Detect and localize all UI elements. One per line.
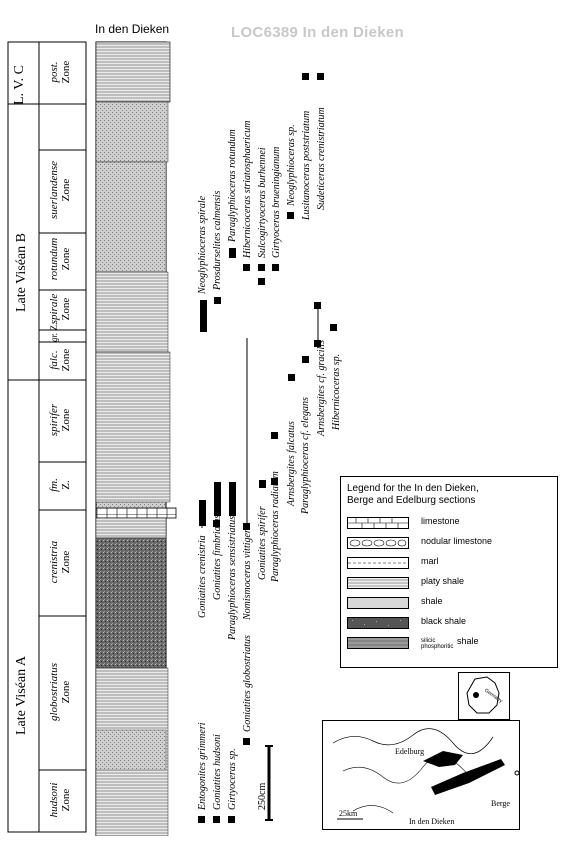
taxon-label: Sudeticeras crenistriatum: [316, 107, 327, 210]
taxon-label: Goniatites crenistria: [197, 535, 208, 618]
regional-map: Edelburg Berge In den Dieken 25km: [322, 720, 520, 830]
map-scale-label: 25km: [339, 809, 358, 818]
range-bar-sensistriatus: [229, 482, 236, 516]
taxon-label: Goniatites fimbriatus: [212, 514, 223, 600]
germany-outline: [466, 676, 500, 714]
legend-title: Legend for the In den Dieken, Berge and E…: [347, 483, 479, 506]
marker-brueningianum: [272, 264, 279, 271]
marker-globostriatus: [243, 738, 250, 745]
nodular-limestone-swatch: [347, 537, 409, 549]
taxon-label: Sulcogirtyoceras burhennei: [257, 147, 268, 258]
taxon-label: Prosdurselites calmensis: [212, 190, 223, 290]
marker-calmensis: [214, 297, 221, 304]
map-label-berge: Berge: [491, 799, 510, 808]
map-drawing: [332, 728, 520, 820]
marker-poststriatum: [302, 73, 309, 80]
taxon-label: Girtyoceras sp.: [227, 748, 238, 810]
taxon-label: Hibernicoceras striatosphaericum: [242, 120, 253, 259]
marker-radiatum-base: [271, 432, 278, 439]
marker-neoglyph-sp: [287, 212, 294, 219]
marker-vittiger: [243, 523, 250, 530]
shale-swatch: [347, 597, 409, 609]
taxon-label: Nomismoceras vittiger: [242, 529, 253, 620]
range-bar-fimbriatus: [214, 482, 221, 516]
range-bar-spirifer: [259, 480, 266, 488]
locality-title: LOC6389 In den Dieken: [231, 24, 405, 41]
taxon-label: Neoglyphioceras spirale: [197, 195, 208, 294]
scale-bar: [265, 745, 273, 821]
taxon-label: Girtyoceras brueningianum: [271, 146, 282, 258]
taxon-label: Arnsbergites cf. gracilis: [316, 339, 327, 436]
marker-radiatum: [271, 478, 278, 485]
range-bar-rotundum: [229, 248, 236, 258]
taxon-label: Paraglyphioceras cf. elegans: [300, 397, 311, 514]
legend-item: limestone: [347, 516, 552, 529]
marker-elegans: [302, 356, 309, 363]
map-label-in-den-dieken: In den Dieken: [409, 817, 455, 826]
taxon-label: Paraglyphioceras sensistriatus: [227, 515, 238, 640]
silicic-shale-swatch: [347, 637, 409, 649]
taxon-label: Paraglyphioceras rotundum: [227, 129, 238, 242]
limestone-swatch: [347, 517, 409, 529]
marker-hudsoni: [213, 816, 220, 823]
inset-map: Germany: [458, 672, 510, 720]
black-shale-swatch: [347, 617, 409, 629]
map-label-edelburg: Edelburg: [395, 747, 425, 756]
marker-falcatus: [288, 374, 295, 381]
column-title: In den Dieken: [95, 22, 170, 36]
taxon-label: Entogonites grimmeri: [197, 722, 208, 811]
range-bar-crenistria: [199, 500, 206, 526]
taxon-label: Goniatites hudsoni: [212, 734, 223, 810]
marker-entogonites: [198, 816, 205, 823]
marker-burhennei: [258, 264, 265, 271]
marker-striatosphaericum: [243, 264, 250, 271]
legend: Legend for the In den Dieken, Berge and E…: [340, 476, 558, 668]
legend-item: marl: [347, 556, 552, 569]
legend-item: black shale: [347, 616, 552, 629]
legend-item: shale: [347, 596, 552, 609]
taxon-label: Hibernicoceras sp.: [331, 353, 342, 430]
marl-swatch: [347, 557, 409, 569]
lithologic-column: [95, 41, 177, 836]
range-bar-spirale: [200, 300, 207, 332]
taxon-label: Arnsbergites falcatus: [286, 421, 297, 506]
marker-crenistria: [213, 520, 220, 527]
marker-crenistriatum: [317, 73, 324, 80]
taxon-label: Paraglyphioceras radiatum: [270, 471, 281, 582]
marker-gracilis-top: [314, 302, 321, 309]
legend-item: platy shale: [347, 576, 552, 589]
taxon-label: Goniatites spirifer: [257, 506, 268, 580]
scale-label: 250cm: [257, 782, 268, 810]
taxon-label: Goniatites globostriatus: [242, 635, 253, 732]
marker-hibernicoceras-sp: [330, 324, 337, 331]
legend-item: silicic phosphoritic shale: [347, 636, 552, 650]
legend-item: nodular limestone: [347, 536, 552, 549]
marker-burhennei-2: [258, 278, 265, 285]
taxon-label: Neoglyphioceras sp.: [286, 124, 297, 206]
marker-girtyoceras: [228, 816, 235, 823]
marker-gracilis-base: [314, 340, 321, 347]
taxon-label: Lusitanoceras poststriatum: [301, 110, 312, 220]
platy-shale-swatch: [347, 577, 409, 589]
